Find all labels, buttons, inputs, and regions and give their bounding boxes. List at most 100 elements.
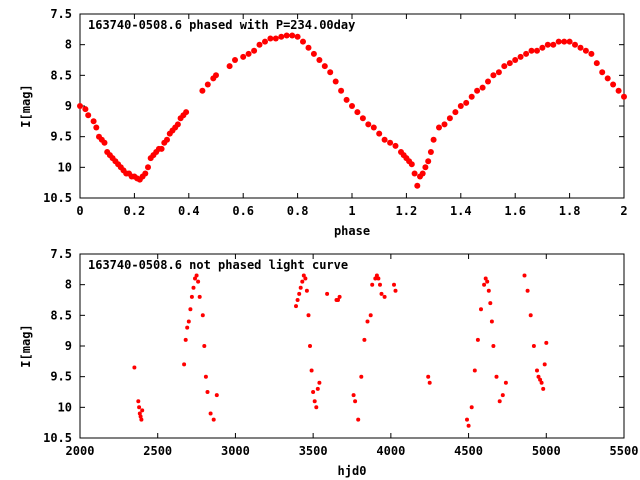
y-tick-label: 7.5 bbox=[50, 247, 72, 261]
data-point bbox=[577, 44, 584, 51]
data-point bbox=[303, 276, 308, 281]
data-point bbox=[272, 35, 279, 42]
data-point bbox=[490, 72, 497, 79]
data-point bbox=[392, 282, 396, 287]
data-point bbox=[544, 41, 551, 48]
data-point bbox=[197, 294, 202, 299]
y-tick-label: 9.5 bbox=[50, 130, 72, 144]
data-point bbox=[494, 374, 499, 379]
data-point bbox=[191, 285, 196, 290]
data-point bbox=[202, 344, 207, 348]
data-point bbox=[436, 124, 442, 131]
x-tick-label: 4500 bbox=[454, 444, 483, 458]
x-axis-title: hjd0 bbox=[338, 464, 367, 478]
data-point bbox=[294, 304, 298, 309]
data-point bbox=[422, 164, 429, 171]
data-point bbox=[359, 115, 366, 122]
data-point bbox=[566, 38, 573, 45]
plot-title: 163740-0508.6 phased with P=234.00day bbox=[88, 18, 355, 32]
data-point bbox=[354, 109, 361, 116]
data-point bbox=[305, 44, 312, 51]
data-point bbox=[503, 380, 508, 385]
x-tick-label: 0.4 bbox=[178, 204, 200, 218]
data-point bbox=[182, 362, 187, 367]
data-point bbox=[194, 273, 199, 278]
data-point bbox=[411, 170, 418, 177]
data-point bbox=[189, 294, 194, 299]
data-point bbox=[314, 405, 319, 410]
data-point bbox=[489, 319, 494, 324]
data-point bbox=[93, 124, 100, 131]
y-tick-label: 10 bbox=[58, 400, 72, 414]
data-point bbox=[528, 47, 535, 54]
data-point bbox=[523, 50, 530, 57]
data-point bbox=[183, 337, 188, 342]
data-point bbox=[232, 57, 238, 63]
plot-title: 163740-0508.6 not phased light curve bbox=[88, 258, 348, 272]
data-point bbox=[359, 374, 364, 379]
x-tick-label: 0 bbox=[76, 204, 83, 218]
y-tick-label: 8.5 bbox=[50, 68, 72, 82]
data-point bbox=[297, 291, 302, 296]
data-point bbox=[500, 393, 505, 398]
data-point bbox=[251, 47, 258, 54]
data-point bbox=[213, 72, 219, 79]
y-tick-label: 9 bbox=[65, 99, 72, 113]
data-point bbox=[512, 57, 519, 63]
data-point bbox=[427, 149, 434, 155]
data-point bbox=[376, 130, 383, 137]
data-point bbox=[538, 377, 543, 382]
data-point bbox=[199, 87, 206, 94]
data-point bbox=[289, 32, 296, 39]
data-point bbox=[137, 411, 142, 416]
data-point bbox=[349, 103, 355, 109]
data-point bbox=[561, 38, 568, 45]
data-point bbox=[463, 99, 470, 106]
data-point bbox=[356, 417, 361, 422]
data-point bbox=[321, 63, 328, 70]
data-point bbox=[336, 298, 340, 302]
data-point bbox=[240, 53, 247, 60]
data-point bbox=[468, 93, 475, 100]
data-point bbox=[374, 273, 379, 278]
data-point bbox=[353, 399, 358, 404]
data-point bbox=[382, 294, 387, 299]
data-point bbox=[485, 279, 490, 284]
data-point bbox=[245, 50, 252, 57]
data-point bbox=[310, 50, 317, 57]
data-points bbox=[132, 273, 549, 428]
x-tick-label: 3500 bbox=[299, 444, 328, 458]
data-point bbox=[365, 121, 372, 128]
data-point bbox=[541, 386, 546, 391]
data-point bbox=[351, 393, 356, 398]
data-point bbox=[312, 399, 317, 404]
data-point bbox=[472, 368, 477, 373]
data-point bbox=[362, 337, 367, 342]
data-point bbox=[132, 365, 137, 370]
data-point bbox=[278, 33, 285, 40]
axis-ticks: 0 0.2 0.4 0.6 0.8 1 1.2 1.4 1.6 1.8 2 7.5 8 8.5 9 9.5 10… bbox=[43, 7, 628, 218]
y-tick-label: 8.5 bbox=[50, 308, 72, 322]
data-point bbox=[204, 81, 211, 88]
data-point bbox=[306, 313, 311, 318]
data-point bbox=[497, 399, 502, 404]
data-point bbox=[140, 408, 145, 413]
data-point bbox=[466, 423, 471, 428]
data-point bbox=[441, 121, 448, 128]
data-point bbox=[469, 405, 474, 410]
data-point bbox=[535, 368, 539, 373]
data-point bbox=[419, 170, 426, 177]
data-point bbox=[85, 112, 92, 119]
plot-area-frame bbox=[79, 253, 625, 439]
y-tick-label: 9 bbox=[65, 339, 72, 353]
data-point bbox=[136, 399, 141, 404]
data-point bbox=[531, 344, 536, 348]
data-points bbox=[77, 32, 627, 189]
x-tick-label: 5500 bbox=[610, 444, 639, 458]
data-point bbox=[488, 301, 493, 306]
data-point bbox=[427, 380, 432, 385]
data-point bbox=[294, 33, 301, 40]
y-tick-label: 9.5 bbox=[50, 370, 72, 384]
x-tick-label: 1.4 bbox=[450, 204, 472, 218]
